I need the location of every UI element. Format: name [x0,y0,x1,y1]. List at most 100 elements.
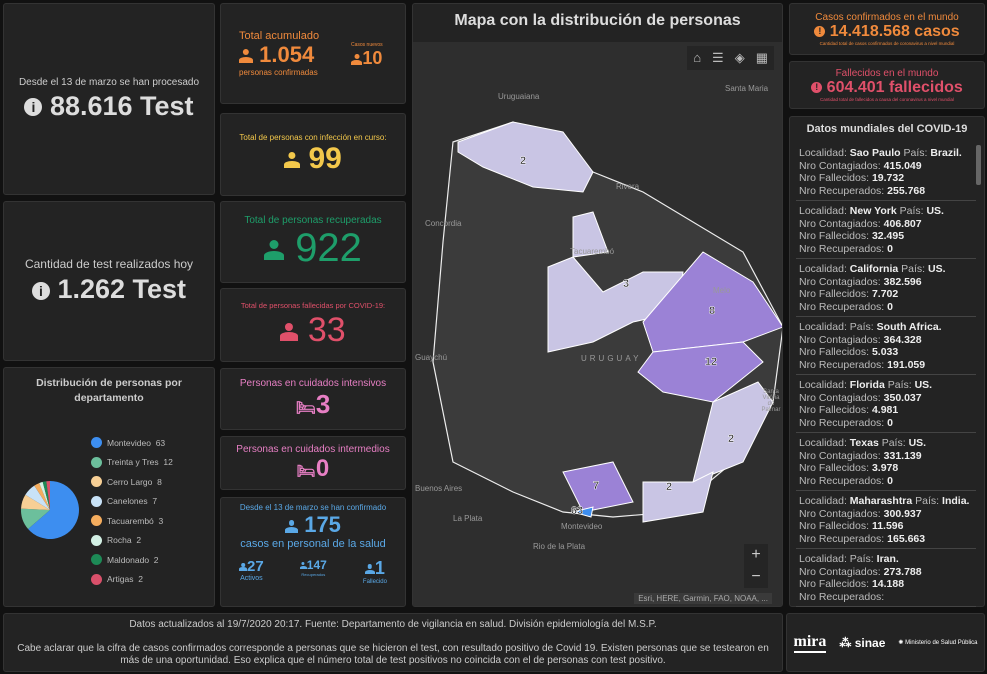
recovered-value: 255.768 [887,184,926,197]
legend-label: Rocha [107,535,132,546]
list-item[interactable]: Localidad: País: South Africa. Nro Contag… [796,317,976,375]
person-icon [280,323,299,341]
list-item[interactable]: Localidad: Sao Paulo País: Brazil. Nro Co… [796,143,976,201]
world-deaths-note: Cantidad total de fallecidos a causa del… [819,97,955,102]
legend-item[interactable]: Rocha 2 [91,531,173,551]
world-list[interactable]: Localidad: Sao Paulo País: Brazil. Nro Co… [796,143,976,607]
deaths-value: 14.188 [871,578,905,590]
list-item[interactable]: Localidad: New York País: US. Nro Contagi… [796,201,976,259]
map-title: Mapa con la distribución de personas [413,4,782,42]
loc-value: Florida [849,379,885,391]
deaths-label: Nro Fallecidos: [799,404,870,416]
pie-slice-treinta-y-tres[interactable] [21,508,50,529]
legend-value: 2 [136,535,142,546]
info-icon: i [31,281,50,300]
info-icon: i [24,98,43,117]
map-view[interactable]: 2 3 8 12 2 2 7 63 [413,42,782,606]
world-deaths-panel: Fallecidos en el mundo ! 604.401 falleci… [789,61,985,109]
pie-chart [21,481,79,539]
zoom-out-button[interactable]: − [751,568,761,585]
dept-maldonado [642,471,714,523]
recovered-value: 165.663 [887,532,926,545]
country-label: País: [881,437,906,449]
infected-label: Nro Contagiados: [799,217,881,230]
tests-today-panel: Cantidad de test realizados hoy i 1.262 … [3,201,215,361]
legend-icon[interactable]: ☰ [712,50,724,65]
department-count[interactable]: 3 [623,278,630,291]
department-count[interactable]: 2 [666,481,673,494]
list-item[interactable]: Localidad: Florida País: US. Nro Contagia… [796,375,976,433]
health-title: Desde el 13 de marzo se han confirmado [239,503,387,512]
list-item[interactable]: Localidad: País: Iran. Nro Contagiados: 2… [796,549,976,607]
dept-rocha [692,381,774,483]
legend-item[interactable]: Tacuarembó 3 [91,511,173,531]
list-item[interactable]: Localidad: Texas País: US. Nro Contagiado… [796,433,976,491]
department-count[interactable]: 7 [593,480,600,493]
health-staff-panel: Desde el 13 de marzo se han confirmado 1… [220,497,406,607]
legend-swatch [91,554,102,566]
department-count[interactable]: 2 [728,433,735,446]
pie-slice-montevideo[interactable] [28,481,79,539]
legend-value: 2 [153,554,159,565]
map-attribution[interactable]: Esri, HERE, Garmin, FAO, NOAA, ... [634,593,772,604]
dept-artigas [457,121,594,193]
department-count[interactable]: 2 [520,155,527,168]
department-count[interactable]: 12 [705,356,718,369]
basemap-icon[interactable]: ▦ [755,50,768,65]
list-item[interactable]: Localidad: Maharashtra País: India. Nro C… [796,491,976,549]
pie-slice-cerro-largo[interactable] [21,494,50,510]
map-place-label: Rio de la Plata [533,542,586,551]
loc-label: Localidad: [799,553,847,565]
legend-item[interactable]: Cerro Largo 8 [91,472,173,492]
legend-item[interactable]: Maldonado 2 [91,550,173,570]
zoom-in-button[interactable]: + [751,546,761,563]
home-icon[interactable]: ⌂ [693,50,702,65]
legend-item[interactable]: Treinta y Tres 12 [91,453,173,473]
legend-label: Treinta y Tres [107,457,159,468]
loc-label: Localidad: [799,147,847,159]
pie-slice-artigas[interactable] [46,481,50,510]
legend-label: Cerro Largo [107,476,153,487]
layers-icon[interactable]: ◈ [734,50,745,65]
mira-logo: mira [793,633,827,653]
tests-total-panel: Desde el 13 de marzo se han procesado i … [3,3,215,195]
country-label: País: [849,321,874,333]
pie-slice-maldonado[interactable] [42,481,50,510]
infected-value: 300.937 [883,507,922,520]
pie-slice-canelones[interactable] [25,485,50,510]
health-deceased-value: 1 [374,558,385,578]
infected-label: Nro Contagiados: [799,507,881,520]
person-icon [239,563,248,572]
deaths-label: Nro Fallecidos: [799,346,870,358]
deaths-label: Nro Fallecidos: [799,462,870,474]
deceased-panel: Total de personas fallecidas por COVID-1… [220,288,406,362]
tests-today-label: Cantidad de test realizados hoy [24,257,194,271]
legend-swatch [91,534,102,546]
legend-label: Canelones [107,496,148,507]
legend-value: 3 [158,515,164,526]
recovered-label: Nro Recuperados: [799,416,885,429]
list-item[interactable]: Localidad: California País: US. Nro Conta… [796,259,976,317]
legend-item[interactable]: Montevideo 63 [91,433,173,453]
infected-value: 382.596 [883,275,922,288]
infected-value: 273.788 [883,565,922,578]
map-place-label: Buenos Aires [415,484,463,493]
department-count[interactable]: 8 [709,305,716,318]
pie-slice-tacuarembó[interactable] [34,483,50,510]
map-place-label: Santa Vitória do Palmar [761,389,781,413]
intermediate-panel: Personas en cuidados intermedios 🛏0 [220,436,406,490]
legend-swatch [91,495,102,507]
loc-value: Sao Paulo [849,147,901,159]
scrollbar[interactable] [976,145,981,185]
department-count[interactable]: 63 [571,505,584,518]
legend-item[interactable]: Canelones 7 [91,492,173,512]
country-value: US. [914,379,933,391]
intermediate-value: 0 [315,454,330,482]
footer-updated: Datos actualizados al 19/7/2020 20:17. F… [129,619,657,630]
msp-logo: ✺ Ministerio de Salud Pública [898,640,978,646]
legend-item[interactable]: Artigas 2 [91,570,173,590]
map-place-label: Tacuarembó [570,247,615,256]
country-label: País: [901,263,926,275]
map-place-label: Rivera [616,182,640,191]
pie-slice-rocha[interactable] [39,481,50,510]
